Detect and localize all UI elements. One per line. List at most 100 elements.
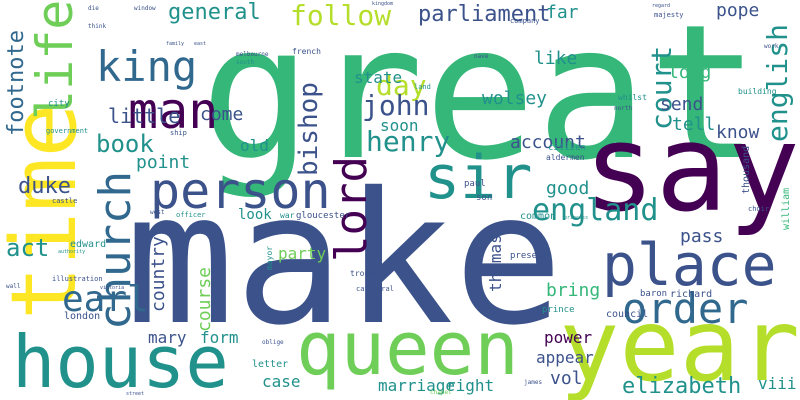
word-john: john xyxy=(362,89,430,122)
word-think: think xyxy=(88,23,107,30)
word-letter: letter xyxy=(252,359,289,370)
word-south: south xyxy=(236,59,255,66)
word-family: family xyxy=(166,41,185,47)
word-cathedral: cathedral xyxy=(356,285,394,293)
word-footnote: footnote xyxy=(4,30,29,136)
word-elizabeth: elizabeth xyxy=(622,374,742,399)
word-england: england xyxy=(532,193,659,228)
word-wolsey: wolsey xyxy=(482,88,548,109)
word-war: war xyxy=(280,211,295,220)
word-form: form xyxy=(200,328,239,347)
word-little: little xyxy=(108,104,181,128)
word-house: house xyxy=(12,320,229,400)
word-chapel: chapel xyxy=(430,389,452,396)
word-soon: soon xyxy=(380,116,419,135)
word-duke: duke xyxy=(18,174,71,199)
word-company: company xyxy=(510,17,540,25)
word-troops: troops xyxy=(350,269,379,278)
word-marriage: marriage xyxy=(378,376,456,395)
word-son: son xyxy=(476,193,493,203)
word-london: london xyxy=(64,311,101,322)
word-like: like xyxy=(534,48,578,69)
word-bring: bring xyxy=(546,280,601,301)
word-aldermen: aldermen xyxy=(546,153,585,162)
word-victoria: victoria xyxy=(100,285,125,291)
word-come: come xyxy=(200,104,244,125)
word-ship: ship xyxy=(170,129,187,137)
word-earl: earl xyxy=(62,279,149,320)
word-window: window xyxy=(134,5,156,12)
word-citizen: citizen xyxy=(548,143,586,153)
word-day: day xyxy=(376,69,427,102)
word-council: council xyxy=(606,309,649,320)
word-mary: mary xyxy=(148,328,187,347)
word-viii: viii xyxy=(758,374,797,393)
word-edward: edward xyxy=(70,239,107,250)
word-say: say xyxy=(583,100,800,239)
word-good: good xyxy=(546,178,590,199)
word-look: look xyxy=(238,207,272,223)
word-thousand: thousand xyxy=(741,145,752,194)
word-country: country xyxy=(148,236,169,312)
word-appear: appear xyxy=(536,348,594,367)
word-right: right xyxy=(446,376,495,395)
word-old: old xyxy=(240,136,269,155)
word-present: present xyxy=(510,251,548,261)
word-james: james xyxy=(524,379,543,386)
word-case: case xyxy=(262,372,301,391)
word-choir: choir xyxy=(748,205,770,213)
word-point: point xyxy=(136,152,191,173)
word-sir: sir xyxy=(424,143,533,213)
word-majesty: majesty xyxy=(654,11,684,19)
word-street: street xyxy=(126,391,145,397)
word-east: east xyxy=(194,41,207,47)
word-follow: follow xyxy=(290,0,392,32)
word-state: state xyxy=(354,68,403,87)
word-whilst: whilst xyxy=(618,93,647,102)
word-english: english xyxy=(761,23,794,142)
word-prince: prince xyxy=(542,305,575,315)
word-government: government xyxy=(46,127,89,135)
word-bishop: bishop xyxy=(294,82,324,176)
word-regard: regard xyxy=(652,3,671,9)
word-king: king xyxy=(96,42,198,91)
word-great: great xyxy=(200,0,760,201)
word-send: send xyxy=(660,94,704,115)
word-course: course xyxy=(194,266,215,332)
word-act: act xyxy=(6,234,50,262)
word-long: long xyxy=(668,62,712,83)
word-baron: baron xyxy=(640,289,668,299)
word-person: person xyxy=(150,162,331,220)
word-officer: officer xyxy=(176,211,206,219)
word-place: place xyxy=(602,231,777,299)
word-north: north xyxy=(614,105,633,112)
word-book: book xyxy=(96,130,154,158)
word-melbourne: melbourne xyxy=(236,51,269,58)
word-pope: pope xyxy=(716,0,760,21)
word-party: party xyxy=(278,244,327,263)
word-vol: vol xyxy=(550,368,583,389)
word-man: man xyxy=(128,82,219,140)
word-mayor: mayor xyxy=(265,245,274,270)
word-kingdom: kingdom xyxy=(372,1,394,7)
word-city: city xyxy=(48,99,70,109)
word-wall: wall xyxy=(6,283,21,290)
word-far: far xyxy=(546,2,579,23)
word-work: work xyxy=(764,43,779,50)
word-building: building xyxy=(738,87,777,96)
word-gloucester: gloucester xyxy=(296,211,351,221)
word-thomas: thomas xyxy=(486,234,505,292)
word-princess: princess xyxy=(564,215,589,221)
word-henry: henry xyxy=(366,125,451,158)
word-west: west xyxy=(150,209,165,216)
word-parliament: parliament xyxy=(418,2,551,27)
word-richard: richard xyxy=(670,289,713,300)
word-make: make xyxy=(125,153,564,365)
word-pass: pass xyxy=(680,226,724,247)
word-general: general xyxy=(168,0,261,25)
word-paul: paul xyxy=(464,179,486,189)
word-authority: authority xyxy=(58,249,86,255)
word-die: die xyxy=(88,5,99,12)
word-land: land xyxy=(414,83,431,91)
word-oblige: oblige xyxy=(262,339,284,346)
